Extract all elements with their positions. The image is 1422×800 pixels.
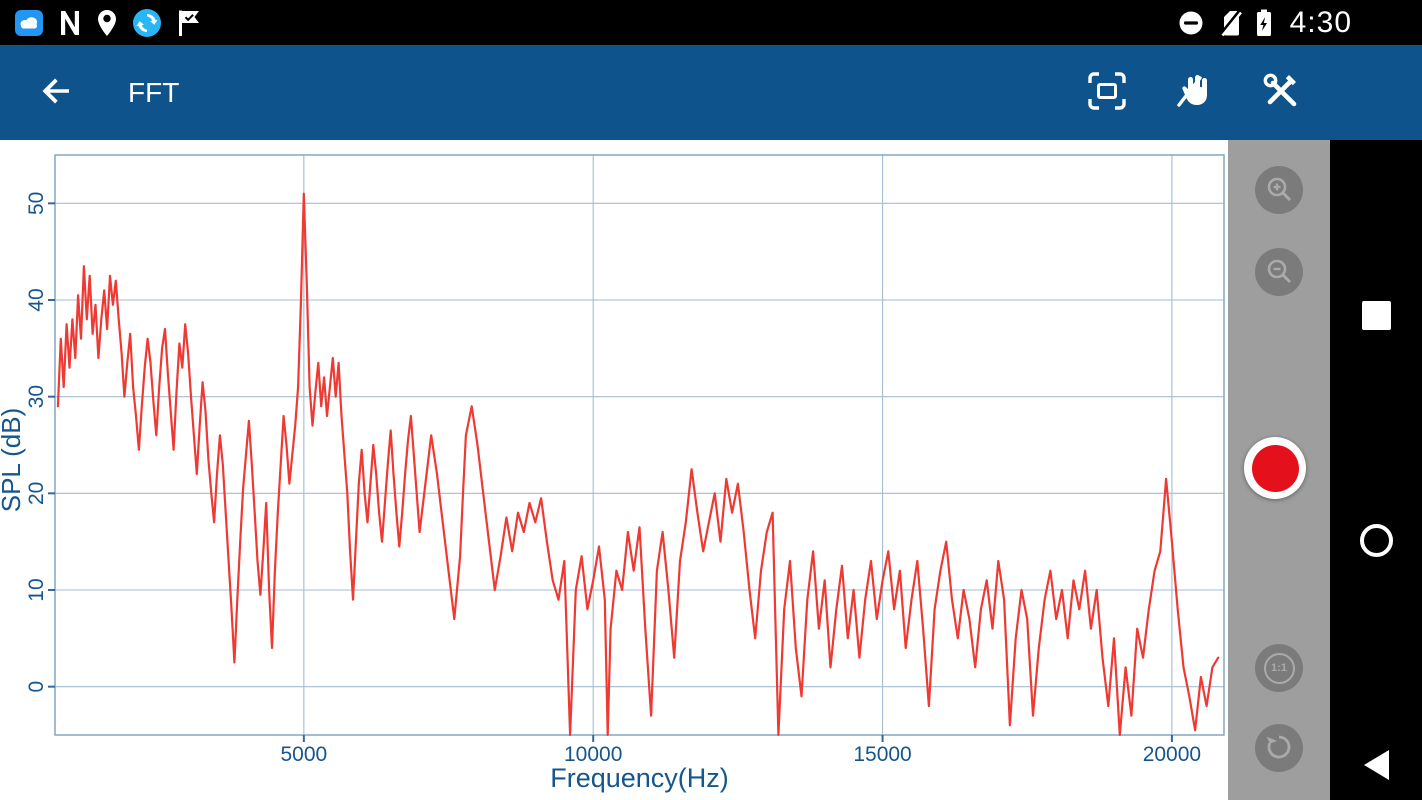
back-triangle-icon — [1363, 750, 1389, 780]
no-sim-icon — [1218, 9, 1242, 37]
fit-screen-button[interactable] — [1086, 70, 1128, 115]
svg-text:50: 50 — [25, 192, 48, 215]
fit-screen-icon — [1086, 70, 1128, 115]
zoom-in-icon — [1264, 174, 1294, 207]
svg-text:30: 30 — [25, 385, 48, 408]
svg-text:5000: 5000 — [280, 743, 327, 766]
svg-text:SPL (dB): SPL (dB) — [0, 408, 26, 513]
page-title: FFT — [128, 76, 180, 108]
status-bar-left — [14, 8, 202, 38]
wrench-screwdriver-icon — [1260, 70, 1302, 115]
pan-hand-slash-icon — [1174, 71, 1214, 114]
check-flag-icon — [176, 9, 202, 37]
svg-text:0: 0 — [25, 681, 48, 693]
do-not-disturb-icon — [1178, 10, 1204, 36]
recents-square-icon — [1361, 300, 1391, 330]
content-area: 5000 10000 15000 20000 0 10 20 30 40 50 Frequency(… — [0, 140, 1422, 800]
zoom-in-button[interactable] — [1255, 166, 1303, 214]
battery-charging-icon — [1256, 9, 1272, 37]
one-to-one-label: 1:1 — [1271, 662, 1287, 674]
status-bar: 4:30 — [0, 0, 1422, 45]
svg-text:40: 40 — [25, 288, 48, 311]
record-dot-icon — [1251, 444, 1299, 492]
back-button[interactable] — [36, 71, 76, 114]
reset-button[interactable] — [1255, 724, 1303, 772]
svg-text:Frequency(Hz): Frequency(Hz) — [550, 763, 729, 793]
zoom-out-button[interactable] — [1255, 248, 1303, 296]
one-to-one-button[interactable]: 1:1 — [1255, 644, 1303, 692]
svg-text:15000: 15000 — [853, 743, 911, 766]
svg-text:20: 20 — [25, 482, 48, 505]
tools-button[interactable] — [1260, 70, 1302, 115]
back-nav-button[interactable] — [1330, 733, 1422, 797]
pan-tool-button[interactable] — [1174, 71, 1214, 114]
svg-text:10: 10 — [25, 578, 48, 601]
chart-side-toolbar: 1:1 — [1228, 140, 1330, 800]
status-bar-right: 4:30 — [1178, 6, 1352, 40]
home-circle-icon — [1359, 523, 1393, 557]
android-nav-bar — [1330, 140, 1422, 800]
home-button[interactable] — [1330, 508, 1422, 572]
cloud-storage-app-icon — [14, 8, 44, 38]
app-toolbar: FFT — [0, 45, 1422, 140]
reset-zoom-icon — [1264, 732, 1294, 765]
location-pin-icon — [96, 9, 118, 37]
recents-button[interactable] — [1330, 283, 1422, 347]
svg-text:20000: 20000 — [1143, 743, 1201, 766]
fft-chart-panel: 5000 10000 15000 20000 0 10 20 30 40 50 Frequency(… — [0, 140, 1228, 800]
one-to-one-icon: 1:1 — [1263, 652, 1295, 684]
n-app-icon — [58, 9, 82, 37]
zoom-out-icon — [1264, 256, 1294, 289]
status-time: 4:30 — [1289, 5, 1352, 39]
sync-app-icon — [132, 8, 162, 38]
toolbar-actions — [1086, 70, 1302, 115]
svg-text:10000: 10000 — [564, 743, 622, 766]
fft-spectrum-chart[interactable]: 5000 10000 15000 20000 0 10 20 30 40 50 Frequency(… — [0, 140, 1228, 800]
back-arrow-icon — [36, 71, 76, 114]
record-button[interactable] — [1244, 437, 1306, 499]
